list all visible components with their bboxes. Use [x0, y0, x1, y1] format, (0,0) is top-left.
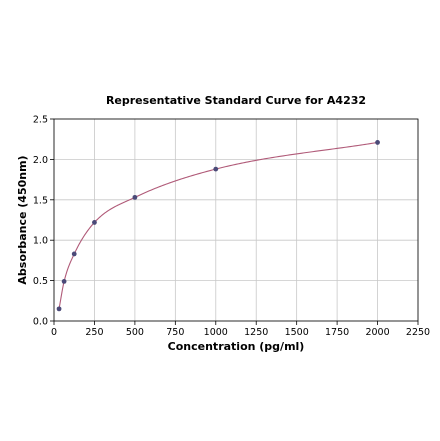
y-tick-labels: 0.0 0.5 1.0 1.5 2.0 2.5 [33, 115, 48, 328]
y-axis-label: Absorbance (450nm) [16, 155, 29, 284]
y-tick-label: 1.5 [33, 195, 48, 206]
data-point [92, 220, 97, 225]
data-point [61, 279, 67, 284]
x-tick-label: 1500 [285, 327, 309, 338]
x-tick-label: 1000 [204, 327, 228, 338]
grid-lines [53, 118, 419, 322]
y-tick-label: 1.0 [33, 236, 48, 247]
x-tick-label: 250 [85, 327, 103, 338]
plot-frame [53, 118, 419, 322]
data-point [213, 166, 219, 172]
data-point [56, 306, 62, 312]
x-tick-label: 750 [166, 327, 184, 338]
chart-title: Representative Standard Curve for A4232 [106, 94, 366, 107]
x-tick-label: 2250 [406, 327, 430, 338]
y-tick-label: 0.5 [33, 276, 48, 287]
y-tick-label: 2.0 [33, 155, 48, 166]
x-tick-label: 2000 [365, 327, 389, 338]
x-tick-label: 1750 [325, 327, 349, 338]
axis-ticks [50, 118, 419, 325]
x-tick-labels: 0 250 500 750 1000 1250 1500 1750 2000 2250 [51, 327, 430, 338]
fit-curve [58, 141, 378, 309]
data-point [132, 194, 138, 200]
data-point [71, 251, 77, 257]
data-point [375, 140, 380, 145]
y-tick-label: 0.0 [33, 317, 48, 328]
x-tick-label: 500 [126, 327, 144, 338]
x-axis-label: Concentration (pg/ml) [168, 340, 305, 353]
y-tick-label: 2.5 [33, 115, 48, 126]
data-points [56, 140, 380, 312]
x-tick-label: 1250 [244, 327, 268, 338]
x-tick-label: 0 [51, 327, 57, 338]
